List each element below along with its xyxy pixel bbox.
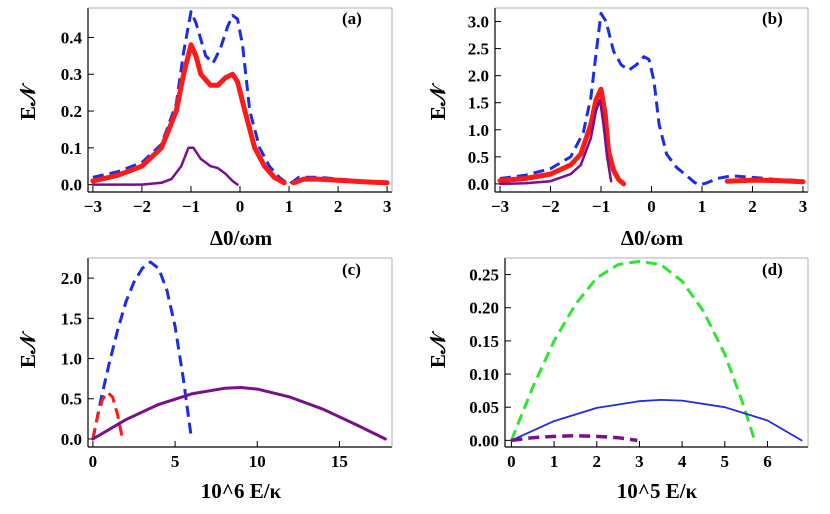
x-tick-label: 10 [249,452,266,471]
y-tick-label: 0.20 [469,299,499,318]
y-tick-label: 0.10 [469,365,499,384]
x-tick-label: 0 [236,197,245,216]
y-tick-label: 1.0 [468,121,489,140]
panel-label: (a) [342,9,362,28]
x-tick-label: 0 [507,452,516,471]
y-axis-label: E𝒩 [16,330,40,368]
panel-label: (d) [762,260,783,279]
y-tick-label: 0.5 [468,148,489,167]
x-tick-label: −3 [491,197,509,216]
x-tick-label: 2 [748,197,757,216]
x-tick-label: 2 [593,452,602,471]
y-tick-label: 0.0 [61,176,82,195]
series-line-2 [90,42,287,186]
x-tick-label: −2 [133,197,151,216]
y-tick-label: 0.00 [469,431,499,450]
x-axis-label: Δ0/ωm [621,226,684,250]
y-tick-label: 2.0 [468,67,489,86]
x-tick-label: 5 [721,452,730,471]
x-axis-label: 10^6 E/κ [201,479,282,503]
x-tick-label: 3 [635,452,644,471]
y-tick-label: 0.3 [61,65,82,84]
panel-label: (c) [342,260,361,279]
series-line-3 [91,146,239,186]
x-tick-label: 5 [171,452,180,471]
x-tick-label: 6 [763,452,772,471]
y-tick-label: 0.0 [61,430,82,449]
x-tick-label: 3 [799,197,808,216]
y-tick-label: 0.0 [468,175,489,194]
x-axis-label: 10^5 E/κ [617,479,698,503]
x-tick-label: 1 [550,452,559,471]
series-line-2 [510,399,803,442]
y-axis-label: E𝒩 [426,82,450,120]
x-tick-label: 0 [89,452,98,471]
y-tick-label: 0.5 [61,390,82,409]
y-tick-label: 0.15 [469,332,499,351]
chart-panel-2: −3 −2 −1 0 1 2 3 0.0 0.5 1.0 1.5 2.0 2.5 3.0 (b) E𝒩 Δ0/ω… [426,7,809,250]
series-line-1 [91,260,193,440]
y-tick-label: 3.0 [468,13,489,32]
series-line-1 [499,11,804,187]
x-axis-label: Δ0/ωm [210,226,273,250]
x-tick-label: 1 [698,197,707,216]
x-tick-label: −1 [182,197,200,216]
x-tick-label: 0 [647,197,656,216]
x-tick-label: 2 [334,197,343,216]
x-tick-label: −2 [541,197,559,216]
y-tick-label: 1.5 [468,94,489,113]
y-tick-label: 0.2 [61,102,82,121]
chart-panel-1: −3 −2 −1 0 1 2 3 0.0 0.1 0.2 0.3 0.4 (a) E𝒩 Δ0/ωm [16,7,393,250]
panel-label: (b) [762,9,783,28]
y-tick-label: 0.25 [469,266,499,285]
y-tick-label: 0.1 [61,139,82,158]
series-line-2 [497,86,627,187]
chart-panel-3: 0 5 10 15 0.0 0.5 1.0 1.5 2.0 (c) E𝒩 10^6 E/κ [16,257,393,503]
series-line-3 [511,433,638,443]
x-tick-label: −1 [592,197,610,216]
series-line-2 [724,177,806,185]
y-tick-label: 1.0 [61,350,82,369]
y-axis-label: E𝒩 [16,82,40,120]
y-tick-label: 0.05 [469,398,499,417]
x-tick-label: 3 [383,197,392,216]
x-tick-label: 4 [678,452,687,471]
y-tick-label: 0.4 [61,28,83,47]
series-line-2 [291,176,390,186]
x-tick-label: −3 [84,197,102,216]
chart-panel-4: 0 1 2 3 4 5 6 0.00 0.05 0.10 0.15 0.20 0.25 (d) E𝒩 10^5… [426,257,809,503]
x-tick-label: 15 [331,452,348,471]
x-tick-label: 1 [285,197,294,216]
y-tick-label: 2.0 [61,269,82,288]
y-tick-label: 1.5 [61,309,82,328]
y-axis-label: E𝒩 [426,330,450,368]
series-line-2 [91,390,124,440]
series-line-3 [91,386,387,441]
y-tick-label: 2.5 [468,40,489,59]
series-line-1 [510,259,757,441]
series-line-3 [498,98,613,186]
